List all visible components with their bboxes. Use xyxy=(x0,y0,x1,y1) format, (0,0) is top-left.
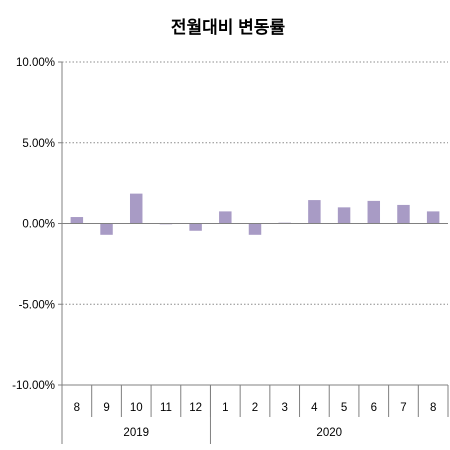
x-tick-label: 10 xyxy=(130,402,143,414)
bar xyxy=(248,223,262,235)
x-axis-ticks: 8 9 10 11 12 1 2 3 4 5 6 7 8 xyxy=(61,385,449,417)
bars xyxy=(70,193,440,235)
x-tick-label: 1 xyxy=(222,402,228,414)
bar xyxy=(129,193,143,224)
x-tick-label: 3 xyxy=(281,402,287,414)
group-label: 2020 xyxy=(316,427,342,439)
x-tick-label: 5 xyxy=(341,402,347,414)
y-tick-label: 0.00% xyxy=(22,219,55,231)
x-tick-label: 6 xyxy=(371,402,377,414)
grid-lines xyxy=(62,61,448,305)
bar xyxy=(100,223,113,235)
bar xyxy=(189,223,202,231)
bar xyxy=(426,211,440,224)
group-label: 2019 xyxy=(123,427,149,439)
y-tick-label: -5.00% xyxy=(19,299,55,311)
bar xyxy=(219,211,232,224)
x-axis-groups: 2019 2020 xyxy=(123,385,342,444)
bar xyxy=(397,204,410,224)
bar xyxy=(367,200,381,224)
x-tick-label: 8 xyxy=(74,402,80,414)
x-tick-label: 11 xyxy=(160,402,172,414)
x-tick-label: 2 xyxy=(252,402,258,414)
x-tick-label: 7 xyxy=(400,402,406,414)
x-tick-label: 8 xyxy=(430,402,436,414)
chart-title: 전월대비 변동률 xyxy=(171,18,286,37)
bar xyxy=(308,200,321,224)
y-tick-label: -10.00% xyxy=(12,380,55,392)
y-axis-ticks: 10.00% 5.00% 0.00% -5.00% -10.00% xyxy=(12,57,62,392)
axes xyxy=(61,62,448,444)
x-tick-label: 4 xyxy=(311,402,318,414)
x-tick-label: 12 xyxy=(189,402,202,414)
bar xyxy=(70,217,84,224)
x-tick-label: 9 xyxy=(103,402,109,414)
y-tick-label: 10.00% xyxy=(16,57,55,69)
y-tick-label: 5.00% xyxy=(22,138,55,150)
bar xyxy=(337,207,351,224)
